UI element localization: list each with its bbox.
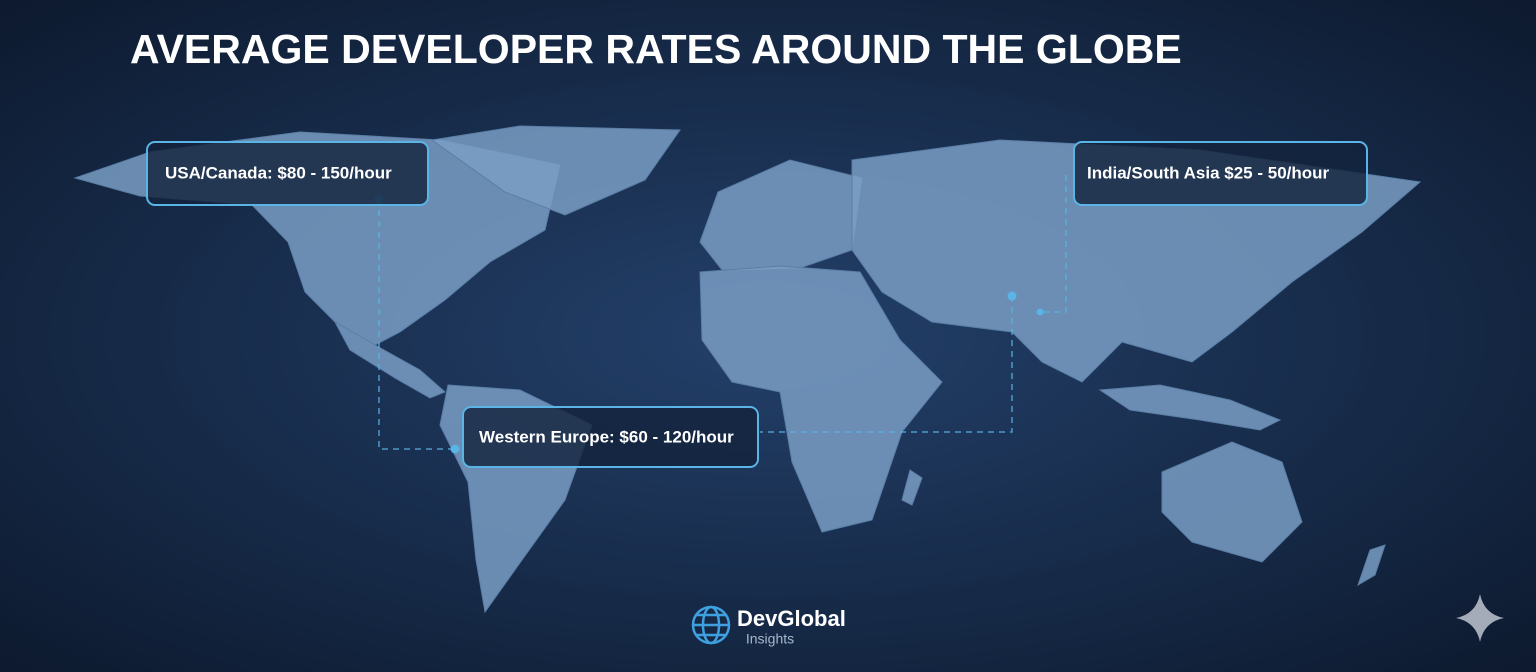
marker-dot — [1036, 308, 1044, 316]
marker-dot — [1007, 291, 1017, 301]
callout: Western Europe: $60 - 120/hour — [462, 406, 759, 468]
leader-line — [760, 296, 1013, 433]
central-america — [333, 320, 446, 399]
sparkle-icon — [1456, 594, 1504, 642]
logo-name: DevGlobal — [737, 606, 846, 631]
callout-label: India/South Asia $25 - 50/hour — [1087, 163, 1330, 182]
madagascar — [901, 469, 923, 506]
indonesia — [1098, 384, 1282, 431]
australia — [1161, 441, 1303, 563]
callout: India/South Asia $25 - 50/hour — [1073, 141, 1368, 206]
marker-dot — [450, 444, 460, 454]
logo-tagline: Insights — [746, 631, 794, 647]
title: AVERAGE DEVELOPER RATES AROUND THE GLOBE — [130, 26, 1182, 72]
logo: DevGlobal Insights — [691, 605, 846, 647]
leader-line — [378, 199, 455, 450]
africa — [699, 265, 943, 533]
callout-box — [1073, 141, 1368, 206]
greenland — [430, 125, 681, 216]
callout-label: Western Europe: $60 - 120/hour — [479, 427, 734, 446]
callout-box — [146, 141, 429, 206]
logo-globe — [691, 605, 731, 645]
callout: USA/Canada: $80 - 150/hour — [146, 141, 429, 206]
callout-box — [462, 406, 759, 468]
callout-label: USA/Canada: $80 - 150/hour — [165, 163, 392, 182]
new-zealand — [1357, 544, 1386, 587]
leader-line — [1040, 175, 1067, 313]
